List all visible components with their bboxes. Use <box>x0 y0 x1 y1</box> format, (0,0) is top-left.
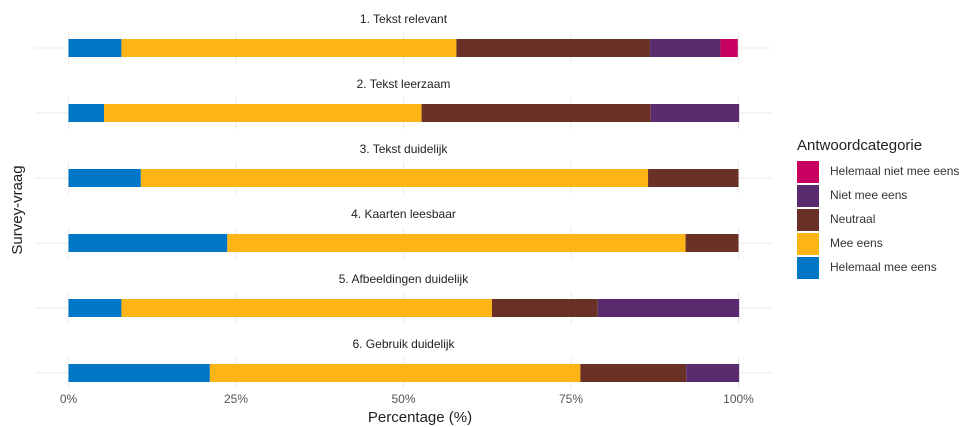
bar-segment <box>597 299 740 317</box>
x-tick-label: 50% <box>391 392 415 406</box>
facet-title: 1. Tekst relevant <box>360 12 448 26</box>
legend-key <box>797 161 819 183</box>
bar-segment <box>720 39 738 57</box>
bar-segment <box>121 39 457 57</box>
legend-label: Helemaal niet mee eens <box>830 164 959 178</box>
bar-segment <box>121 299 492 317</box>
x-tick-label: 100% <box>723 392 754 406</box>
y-axis-title: Survey-vraag <box>9 165 26 254</box>
legend-label: Neutraal <box>830 212 875 226</box>
bar-segment <box>227 234 686 252</box>
bar-segment <box>68 364 210 382</box>
bar-segment <box>68 234 228 252</box>
bar-segment <box>209 364 581 382</box>
facet-title: 3. Tekst duidelijk <box>360 142 449 156</box>
x-tick-label: 0% <box>60 392 78 406</box>
bar-segment <box>421 104 651 122</box>
legend-label: Niet mee eens <box>830 188 907 202</box>
bar-segment <box>68 39 122 57</box>
bar-segment <box>68 104 105 122</box>
facet-title: 6. Gebruik duidelijk <box>352 337 455 351</box>
legend-label: Mee eens <box>830 236 883 250</box>
legend-label: Helemaal mee eens <box>830 260 937 274</box>
bar-segment <box>104 104 422 122</box>
facet-title: 4. Kaarten leesbaar <box>351 207 456 221</box>
facet-title: 5. Afbeeldingen duidelijk <box>339 272 469 286</box>
legend-key <box>797 185 819 207</box>
bar-segment <box>685 234 739 252</box>
bar-segment <box>68 169 141 187</box>
bar-segment <box>648 169 739 187</box>
legend-key <box>797 257 819 279</box>
bar-segment <box>140 169 649 187</box>
bar-segment <box>650 39 721 57</box>
x-tick-label: 25% <box>224 392 248 406</box>
legend-key <box>797 233 819 255</box>
legend-key <box>797 209 819 231</box>
facet-title: 2. Tekst leerzaam <box>357 77 451 91</box>
legend-title: Antwoordcategorie <box>797 137 922 154</box>
bar-segment <box>491 299 598 317</box>
bar-segment <box>686 364 740 382</box>
x-axis-title: Percentage (%) <box>368 409 472 426</box>
bar-segment <box>650 104 740 122</box>
bar-segment <box>580 364 687 382</box>
bar-segment <box>456 39 651 57</box>
x-tick-label: 75% <box>559 392 583 406</box>
bar-segment <box>68 299 122 317</box>
